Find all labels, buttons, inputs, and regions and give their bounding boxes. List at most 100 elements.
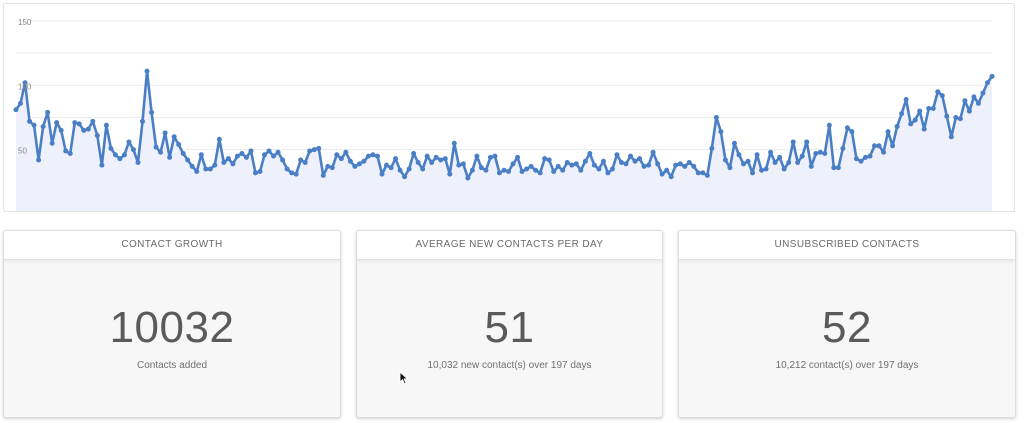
data-point[interactable] [944, 113, 950, 119]
data-point[interactable] [844, 125, 850, 131]
data-point[interactable] [867, 153, 873, 159]
data-point[interactable] [510, 161, 516, 167]
data-point[interactable] [393, 156, 399, 162]
data-point[interactable] [171, 134, 177, 140]
data-point[interactable] [537, 170, 543, 176]
data-point[interactable] [641, 163, 647, 169]
data-point[interactable] [731, 140, 737, 146]
data-point[interactable] [528, 163, 534, 169]
data-point[interactable] [13, 107, 19, 113]
data-point[interactable] [849, 129, 855, 135]
data-point[interactable] [149, 109, 155, 115]
data-point[interactable] [397, 167, 403, 173]
data-point[interactable] [709, 145, 715, 151]
data-point[interactable] [628, 153, 634, 159]
data-point[interactable] [655, 161, 661, 167]
data-point[interactable] [813, 151, 819, 157]
data-point[interactable] [22, 80, 28, 86]
data-point[interactable] [81, 127, 87, 133]
data-point[interactable] [596, 166, 602, 172]
data-point[interactable] [560, 167, 566, 173]
data-point[interactable] [564, 160, 570, 166]
data-point[interactable] [713, 115, 719, 120]
data-point[interactable] [781, 166, 787, 172]
data-point[interactable] [582, 158, 588, 164]
data-point[interactable] [700, 170, 706, 176]
data-point[interactable] [99, 162, 105, 168]
data-point[interactable] [980, 90, 986, 96]
data-point[interactable] [686, 160, 692, 166]
data-point[interactable] [76, 121, 82, 127]
data-point[interactable] [890, 143, 896, 149]
data-point[interactable] [103, 122, 109, 128]
data-point[interactable] [808, 163, 814, 169]
data-point[interactable] [917, 108, 923, 114]
data-point[interactable] [67, 151, 73, 157]
data-point[interactable] [108, 145, 114, 151]
data-point[interactable] [872, 143, 878, 149]
data-point[interactable] [587, 151, 593, 157]
data-point[interactable] [234, 153, 240, 159]
data-point[interactable] [659, 171, 665, 177]
data-point[interactable] [347, 158, 353, 164]
data-point[interactable] [216, 136, 222, 142]
data-point[interactable] [519, 169, 525, 175]
data-point[interactable] [903, 96, 909, 102]
data-point[interactable] [243, 154, 249, 160]
data-point[interactable] [935, 89, 941, 95]
data-point[interactable] [831, 165, 837, 171]
data-point[interactable] [90, 118, 96, 124]
data-point[interactable] [542, 156, 548, 162]
data-point[interactable] [140, 118, 146, 124]
data-point[interactable] [474, 153, 480, 159]
data-point[interactable] [971, 94, 977, 100]
data-point[interactable] [650, 149, 656, 155]
data-point[interactable] [822, 151, 828, 157]
data-point[interactable] [695, 170, 701, 176]
data-point[interactable] [939, 93, 945, 99]
data-point[interactable] [862, 154, 868, 160]
data-point[interactable] [27, 118, 33, 124]
data-point[interactable] [899, 111, 905, 117]
data-point[interactable] [465, 175, 471, 181]
data-point[interactable] [225, 156, 231, 162]
data-point[interactable] [112, 152, 118, 158]
data-point[interactable] [858, 158, 864, 164]
data-point[interactable] [257, 169, 263, 175]
data-point[interactable] [198, 152, 204, 158]
data-point[interactable] [374, 153, 380, 159]
data-point[interactable] [912, 117, 918, 123]
data-point[interactable] [682, 163, 688, 169]
data-point[interactable] [284, 166, 290, 172]
data-point[interactable] [469, 167, 475, 173]
data-point[interactable] [185, 157, 191, 163]
data-point[interactable] [908, 121, 914, 127]
data-point[interactable] [221, 160, 227, 166]
data-point[interactable] [817, 149, 823, 155]
data-point[interactable] [894, 124, 900, 130]
data-point[interactable] [740, 161, 746, 167]
data-point[interactable] [957, 116, 963, 122]
data-point[interactable] [772, 160, 778, 166]
data-point[interactable] [329, 165, 335, 171]
data-point[interactable] [293, 171, 299, 177]
data-point[interactable] [320, 172, 326, 178]
data-point[interactable] [248, 148, 254, 154]
data-point[interactable] [311, 147, 317, 153]
data-point[interactable] [673, 162, 679, 168]
data-point[interactable] [460, 161, 466, 167]
data-point[interactable] [962, 98, 968, 104]
data-point[interactable] [948, 134, 954, 140]
data-point[interactable] [162, 130, 168, 136]
data-point[interactable] [768, 149, 774, 155]
data-point[interactable] [492, 153, 498, 159]
data-point[interactable] [176, 142, 182, 148]
data-point[interactable] [953, 115, 959, 120]
data-point[interactable] [506, 169, 512, 175]
data-point[interactable] [804, 139, 810, 145]
data-point[interactable] [207, 166, 213, 172]
data-point[interactable] [609, 166, 615, 172]
data-point[interactable] [262, 152, 268, 158]
data-point[interactable] [379, 171, 385, 177]
data-point[interactable] [754, 152, 760, 158]
